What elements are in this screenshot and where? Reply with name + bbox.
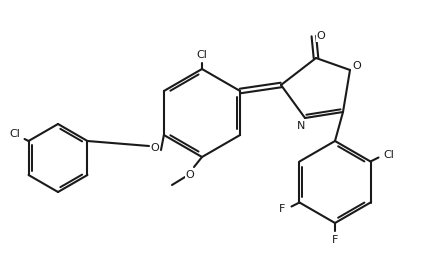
Text: O: O [353,61,361,71]
Text: F: F [279,204,285,214]
Text: N: N [297,121,305,131]
Text: F: F [332,235,338,245]
Text: Cl: Cl [383,150,394,159]
Text: O: O [151,143,159,153]
Text: Cl: Cl [9,129,20,139]
Text: O: O [316,31,325,41]
Text: Cl: Cl [196,50,208,60]
Text: O: O [186,170,194,180]
